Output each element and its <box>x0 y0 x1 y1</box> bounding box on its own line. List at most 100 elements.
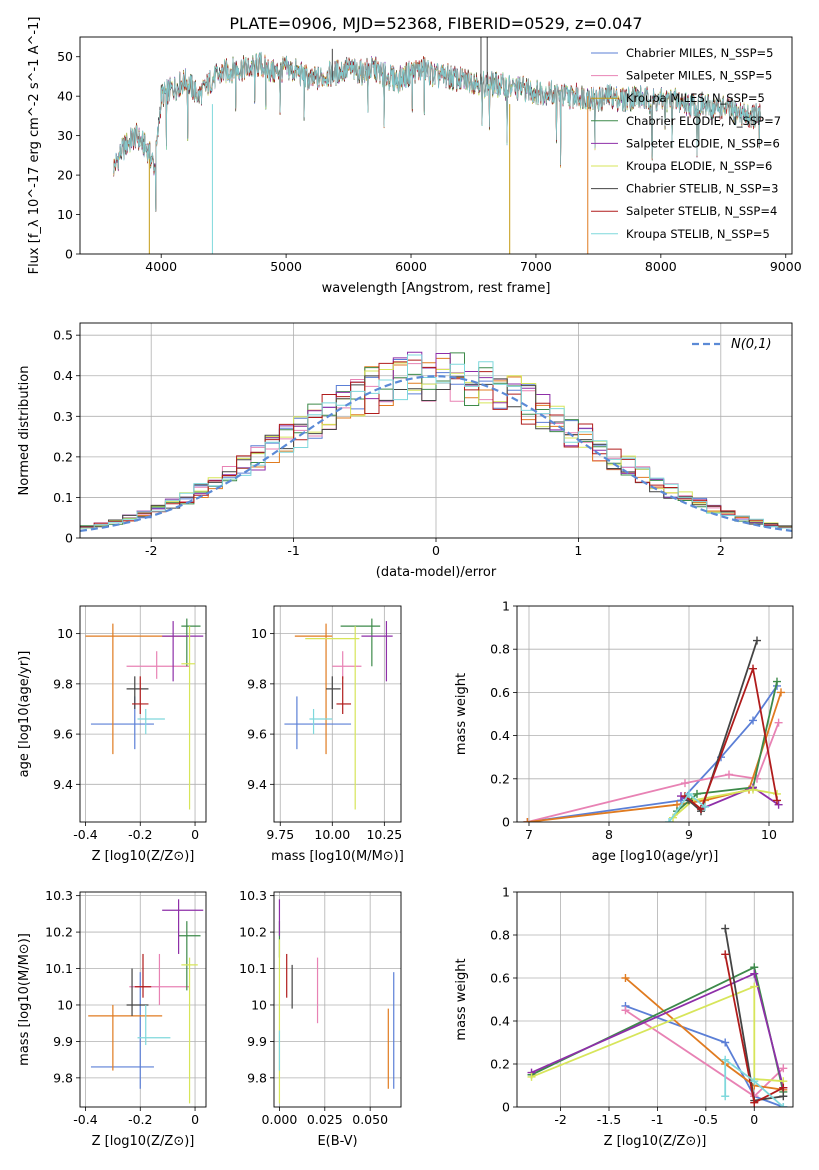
histogram-7 <box>80 359 792 528</box>
weight-marker <box>749 785 757 794</box>
y-tick-label: 10 <box>57 207 73 222</box>
y-tick-label: 10 <box>251 997 267 1012</box>
plot-area <box>517 606 793 822</box>
panel-spectrum: 4000 5000 6000 7000 8000 9000 0 10 20 30 40 50 Chabr… <box>27 17 802 296</box>
weight-marker <box>749 716 757 725</box>
y-tick-label: 9.8 <box>53 1070 73 1085</box>
weight-marker <box>621 1006 630 1015</box>
y-tick-label: 0.4 <box>490 728 510 743</box>
y-tick-label: 9.8 <box>247 676 267 691</box>
y-axis-label: mass weight <box>454 673 469 755</box>
x-tick-label: 0.050 <box>352 1112 388 1127</box>
weight-marker <box>779 1092 788 1101</box>
weight-marker <box>779 1083 788 1092</box>
weight-marker <box>681 779 689 788</box>
spectrum-line-8 <box>113 52 762 212</box>
y-axis-label: Normed distribution <box>17 366 32 496</box>
y-tick-label: 10.2 <box>45 925 73 940</box>
plot-area <box>80 606 206 822</box>
weight-marker <box>721 924 730 933</box>
x-tick-label: 7 <box>525 827 533 842</box>
weight-marker <box>721 1092 730 1101</box>
y-tick-label: 10.3 <box>45 888 73 903</box>
y-tick-label: 0.4 <box>53 368 73 383</box>
y-tick-label: 0 <box>502 815 510 830</box>
x-tick-label: -1 <box>651 1112 663 1127</box>
weight-marker <box>725 770 733 779</box>
y-tick-label: 20 <box>57 168 73 183</box>
x-tick-label: 9.75 <box>266 827 294 842</box>
normal-curve <box>80 375 792 532</box>
y-axis-label: Flux [f_λ 10^-17 erg cm^-2 s^-1 A^-1] <box>27 17 42 275</box>
weight-marker <box>721 950 730 959</box>
x-tick-label: -0.5 <box>694 1112 718 1127</box>
y-tick-label: 9.4 <box>53 777 73 792</box>
y-tick-label: 10 <box>57 626 73 641</box>
axes-frame <box>273 891 402 1108</box>
axes-frame <box>79 36 793 255</box>
panel-age-vs-mass: 9.75 10.00 10.25 9.4 9.6 9.8 10 mass [log10(M/M… <box>247 605 404 864</box>
y-tick-label: 10 <box>57 997 73 1012</box>
y-axis-label: mass [log10(M/M⊙)] <box>17 933 32 1066</box>
x-tick-label: 5000 <box>270 259 302 274</box>
x-tick-label: 2 <box>717 543 725 558</box>
x-tick-label: 7000 <box>520 259 552 274</box>
legend-label: Kroupa STELIB, N_SSP=5 <box>626 227 770 241</box>
x-tick-label: 9000 <box>770 259 802 274</box>
y-tick-label: 0.2 <box>490 771 510 786</box>
weight-marker <box>701 802 709 811</box>
weight-marker <box>774 718 783 727</box>
plot-area <box>274 606 401 822</box>
panel-mass-vs-Z: -0.4 -0.2 0 9.8 9.9 10 10.1 10.2 10.3 Z [log10(Z/… <box>17 888 207 1149</box>
y-tick-label: 1 <box>502 599 510 614</box>
weight-marker <box>527 1072 536 1081</box>
panel-age-vs-Z: -0.4 -0.2 0 9.4 9.6 9.8 10 Z [log10(Z/Z⊙)] age [… <box>17 605 207 864</box>
weight-marker <box>750 1077 759 1086</box>
y-tick-label: 0 <box>502 1100 510 1115</box>
x-tick-label: -0.2 <box>128 827 152 842</box>
y-tick-label: 9.6 <box>53 727 73 742</box>
axes-frame <box>273 605 402 823</box>
weight-marker <box>750 969 759 978</box>
figure-title: PLATE=0906, MJD=52368, FIBERID=0529, z=0… <box>229 14 642 33</box>
weight-marker <box>523 818 532 822</box>
plot-area <box>274 892 401 1107</box>
weight-marker <box>685 789 693 798</box>
y-tick-label: 10.2 <box>239 925 267 940</box>
panel-residuals: -2 -1 0 1 2 0 0.1 0.2 0.3 0.4 0.5 N(0,1) (data-model… <box>17 322 793 580</box>
x-axis-label: mass [log10(M/M⊙)] <box>271 849 404 864</box>
weight-marker <box>773 677 781 686</box>
y-tick-label: 9.9 <box>53 1034 73 1049</box>
weight-marker <box>753 636 761 645</box>
x-tick-label: 8000 <box>645 259 677 274</box>
x-axis-label: Z [log10(Z/Z⊙)] <box>604 1134 707 1149</box>
x-tick-label: -0.4 <box>73 827 97 842</box>
weight-line-5 <box>531 985 784 1083</box>
y-tick-label: 10 <box>251 626 267 641</box>
axes-frame <box>79 322 793 539</box>
weight-line-6 <box>688 640 758 813</box>
weight-marker <box>665 818 673 822</box>
y-tick-label: 0.6 <box>490 685 510 700</box>
panel-massweight-vs-age: 7 8 9 10 0 0.2 0.4 0.6 0.8 1 age [log10(age/yr)] ma… <box>454 599 794 864</box>
y-tick-label: 0 <box>65 247 73 262</box>
y-tick-label: 9.9 <box>247 1034 267 1049</box>
y-tick-label: 0.3 <box>53 409 73 424</box>
y-tick-label: 0.8 <box>490 642 510 657</box>
y-tick-label: 0 <box>65 531 73 546</box>
x-tick-label: 0 <box>191 1112 199 1127</box>
x-tick-label: 4000 <box>145 259 177 274</box>
legend-label: Chabrier MILES, N_SSP=5 <box>626 46 773 60</box>
y-tick-label: 10.1 <box>45 961 73 976</box>
weight-marker <box>721 1055 730 1064</box>
x-axis-label: (data-model)/error <box>376 565 497 580</box>
y-tick-label: 9.8 <box>247 1070 267 1085</box>
weight-marker <box>773 796 781 805</box>
y-tick-label: 0.1 <box>53 490 73 505</box>
x-tick-label: -0.2 <box>128 1112 152 1127</box>
axes-frame <box>79 891 207 1108</box>
y-tick-label: 9.6 <box>247 727 267 742</box>
plot-area <box>80 323 792 538</box>
